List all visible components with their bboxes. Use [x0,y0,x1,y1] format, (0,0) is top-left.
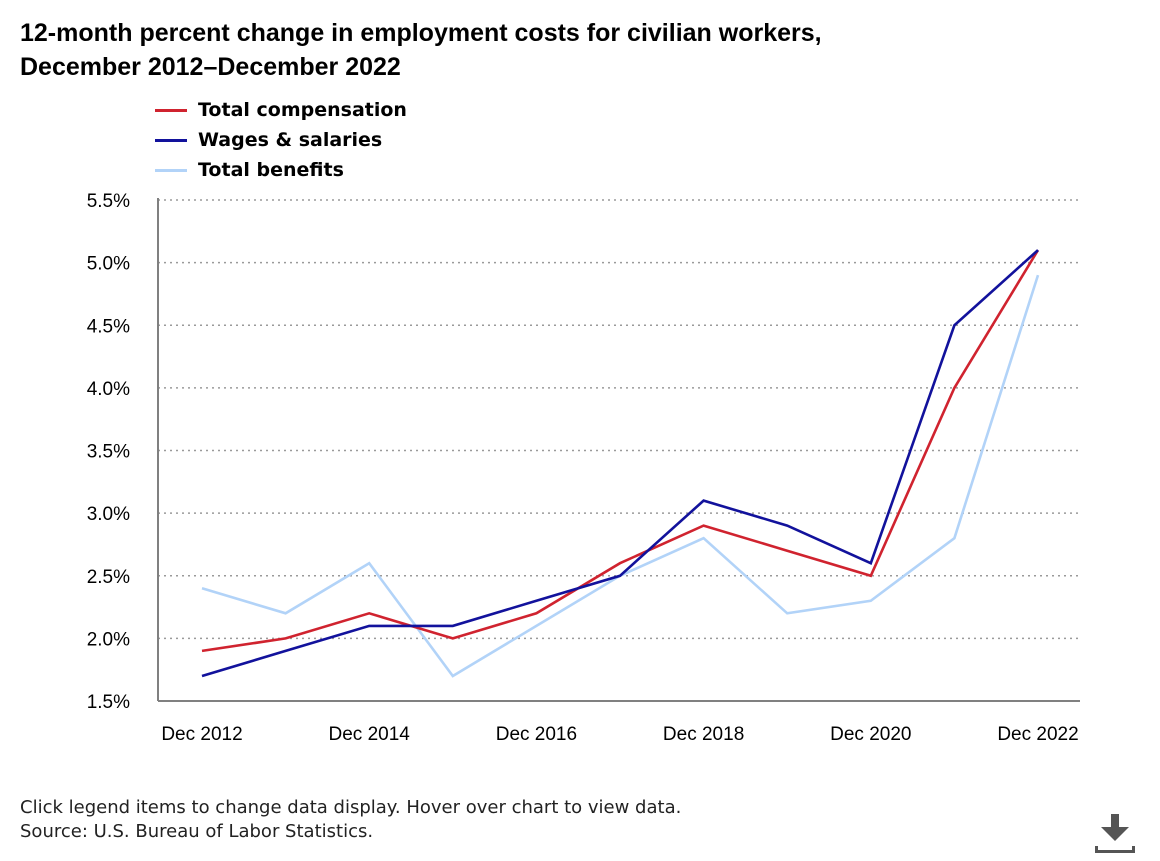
data-point-total-benefits[interactable] [532,622,540,630]
series-line-total-benefits[interactable] [201,274,1040,678]
y-tick-label: 3.0% [87,504,130,525]
data-point-wages-salaries[interactable] [700,497,708,505]
data-point-total-benefits[interactable] [867,597,875,605]
x-tick-label: Dec 2012 [161,724,242,745]
data-point-total-compensation[interactable] [783,547,791,555]
data-point-total-compensation[interactable] [449,634,457,642]
legend: Total compensation Wages & salaries Tota… [155,95,407,185]
series-line-wages-salaries[interactable] [201,249,1039,678]
y-tick-label: 4.5% [87,316,130,337]
axes [157,198,1080,702]
data-point-wages-salaries[interactable] [1034,246,1042,254]
data-point-wages-salaries[interactable] [867,559,875,567]
legend-swatch-total-compensation [155,108,187,112]
series-line-total-compensation[interactable] [201,249,1040,653]
x-tick-label: Dec 2018 [663,724,744,745]
y-tick-label: 4.0% [87,379,130,400]
chart-title: 12-month percent change in employment co… [20,16,1120,84]
data-point-total-benefits[interactable] [449,672,457,680]
legend-label-total-compensation: Total compensation [198,99,407,121]
legend-item-total-compensation[interactable]: Total compensation [155,95,407,125]
line-chart[interactable]: 1.5% 2.0% 2.5% 3.0% 3.5% 4.0% 4.5% 5.0% 5.5% Dec… [0,0,1160,790]
y-tick-label: 2.5% [87,567,130,588]
y-tick-label: 3.5% [87,442,130,463]
legend-label-total-benefits: Total benefits [198,159,344,181]
legend-item-total-benefits[interactable]: Total benefits [155,155,407,185]
data-point-total-benefits[interactable] [1034,271,1042,279]
footer-note: Click legend items to change data displa… [20,797,682,818]
data-point-wages-salaries[interactable] [532,597,540,605]
chart-title-line-1: 12-month percent change in employment co… [20,19,822,47]
data-point-total-benefits[interactable] [950,534,958,542]
data-point-total-compensation[interactable] [700,522,708,530]
data-point-total-compensation[interactable] [616,559,624,567]
data-point-total-benefits[interactable] [365,559,373,567]
y-axis-ticks: 1.5% 2.0% 2.5% 3.0% 3.5% 4.0% 4.5% 5.0% 5.5% [87,191,130,713]
data-point-wages-salaries[interactable] [950,321,958,329]
data-point-total-compensation[interactable] [365,609,373,617]
y-tick-label: 5.0% [87,254,130,275]
data-point-wages-salaries[interactable] [449,622,457,630]
series-lines[interactable] [198,246,1042,680]
data-point-wages-salaries[interactable] [783,522,791,530]
y-tick-label: 1.5% [87,692,130,713]
legend-swatch-wages-salaries [155,138,187,142]
legend-item-wages-salaries[interactable]: Wages & salaries [155,125,407,155]
chart-footer: Click legend items to change data displa… [20,796,681,844]
x-tick-label: Dec 2020 [830,724,911,745]
download-icon[interactable] [1093,812,1137,856]
chart-title-line-2: December 2012–December 2022 [20,53,401,81]
y-tick-label: 5.5% [87,191,130,212]
data-point-total-compensation[interactable] [532,609,540,617]
data-point-total-benefits[interactable] [282,609,290,617]
data-point-wages-salaries[interactable] [365,622,373,630]
data-point-total-benefits[interactable] [700,534,708,542]
data-point-total-compensation[interactable] [867,572,875,580]
data-point-total-benefits[interactable] [783,609,791,617]
data-point-total-compensation[interactable] [282,634,290,642]
y-tick-label: 2.0% [87,629,130,650]
x-tick-label: Dec 2014 [329,724,411,745]
data-point-wages-salaries[interactable] [198,672,206,680]
x-axis-ticks: Dec 2012 Dec 2014 Dec 2016 Dec 2018 Dec 2020… [161,724,1078,745]
x-tick-label: Dec 2022 [997,724,1078,745]
data-point-total-benefits[interactable] [198,584,206,592]
legend-label-wages-salaries: Wages & salaries [198,129,383,151]
data-point-total-compensation[interactable] [950,384,958,392]
footer-source: Source: U.S. Bureau of Labor Statistics. [20,821,374,842]
data-point-wages-salaries[interactable] [282,647,290,655]
data-point-wages-salaries[interactable] [616,572,624,580]
legend-swatch-total-benefits [155,168,187,172]
data-point-total-compensation[interactable] [198,647,206,655]
x-tick-label: Dec 2016 [496,724,577,745]
